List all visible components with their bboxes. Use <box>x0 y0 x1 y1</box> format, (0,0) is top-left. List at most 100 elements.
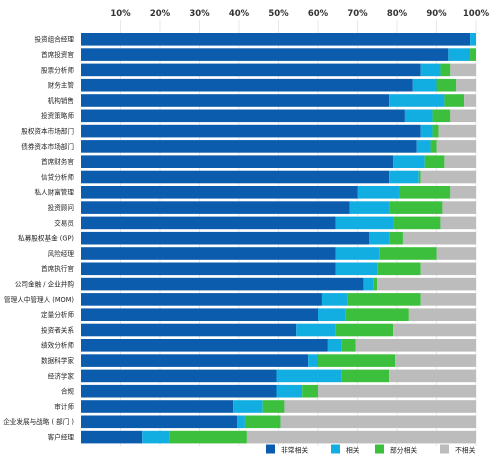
bar-segment-series-0 <box>81 170 390 184</box>
bar-segment-series-3 <box>318 384 476 398</box>
legend-label: 部分相关 <box>390 446 417 455</box>
x-tick-label: 90% <box>426 9 447 19</box>
bar-segment-series-3 <box>464 94 476 107</box>
bar-segment-series-3 <box>440 216 476 230</box>
bar-segment-series-2 <box>389 231 403 245</box>
bar-segment-series-1 <box>412 78 437 92</box>
category-label: 定量分析师 <box>41 310 74 319</box>
bar-segment-series-1 <box>335 216 394 230</box>
bar-segment-series-1 <box>393 155 425 168</box>
bar-segment-series-2 <box>389 201 443 214</box>
bar-segment-series-1 <box>416 140 431 153</box>
bar-segment-series-2 <box>347 293 421 306</box>
bar-segment-series-3 <box>436 140 476 153</box>
bar-segment-series-0 <box>81 216 336 230</box>
bar-segment-series-3 <box>393 323 476 337</box>
category-labels: 投资组合经理首席投资官股票分析师财务主管机构销售投资策略师股权资本市场部门债券资… <box>3 35 74 442</box>
bar-segment-series-2 <box>418 170 421 184</box>
bar-segment-series-1 <box>142 430 170 444</box>
bar-segment-series-0 <box>81 369 277 383</box>
bar-segment-series-3 <box>408 308 476 321</box>
bar-segment-series-3 <box>402 231 476 245</box>
category-label: 股权资本市场部门 <box>21 127 74 136</box>
bar-segment-series-1 <box>448 48 471 61</box>
bar-segment-series-0 <box>81 293 322 306</box>
category-label: 财务主管 <box>48 81 75 90</box>
bar-segment-series-1 <box>420 63 441 77</box>
bar-segment-series-1 <box>420 124 433 138</box>
bar-segment-series-2 <box>262 400 285 413</box>
bar-segment-series-2 <box>345 308 409 321</box>
category-label: 私募股权基金 (GP) <box>18 234 74 243</box>
bar-segment-series-1 <box>237 415 245 429</box>
category-label: 客户经理 <box>48 433 75 442</box>
category-label: 首席投资官 <box>41 50 74 59</box>
legend-label: 相关 <box>346 446 360 455</box>
bar-segment-series-2 <box>169 430 247 444</box>
bar-segment-series-1 <box>369 231 390 245</box>
category-label: 首席执行官 <box>41 264 74 273</box>
bar-segment-series-3 <box>389 369 476 383</box>
x-tick-label: 10% <box>110 9 131 19</box>
bar-segment-series-2 <box>379 247 437 260</box>
bar-segment-series-1 <box>404 109 433 123</box>
legend: 非常相关 相关 部分相关 不相关 <box>266 444 476 455</box>
bar-segment-series-0 <box>81 124 421 138</box>
bar-segment-series-2 <box>244 415 281 429</box>
bar-segment-series-2 <box>440 63 451 77</box>
bar-segment-series-0 <box>81 109 405 123</box>
bar-segment-series-3 <box>444 155 476 168</box>
bar-segment-series-2 <box>335 323 394 337</box>
legend-swatch <box>266 444 275 454</box>
bar-segment-series-0 <box>81 78 413 92</box>
category-label: 审计师 <box>54 402 74 411</box>
bar-segment-series-3 <box>450 63 476 77</box>
bar-segment-series-2 <box>377 262 421 276</box>
bar-segment-series-0 <box>81 201 350 214</box>
x-tick-label: 80% <box>387 9 408 19</box>
bar-segment-series-2 <box>424 155 445 168</box>
bar-segment-series-2 <box>398 186 451 199</box>
category-label: 股票分析师 <box>41 65 74 74</box>
category-label: 经济学家 <box>48 371 75 380</box>
category-label: 企业发展与战略 ( 部门 ) <box>3 417 74 426</box>
bar-segment-series-1 <box>470 33 476 46</box>
bar-segment-series-0 <box>81 430 143 444</box>
bar-segment-series-2 <box>432 124 439 138</box>
bar-segment-series-0 <box>81 94 390 107</box>
category-label: 风险经理 <box>48 249 75 258</box>
category-label: 合规 <box>61 387 75 396</box>
bar-segment-series-0 <box>81 48 449 61</box>
category-label: 机构销售 <box>48 96 74 105</box>
bar-segment-series-3 <box>355 339 476 352</box>
bar-segment-series-1 <box>321 293 348 306</box>
x-tick-label: 30% <box>189 9 210 19</box>
bar-segment-series-1 <box>363 277 374 291</box>
bar-segment-series-1 <box>308 354 318 367</box>
bar-segment-series-2 <box>444 94 465 107</box>
category-label: 债券资本市场部门 <box>21 142 74 151</box>
x-tick-label: 70% <box>347 9 368 19</box>
bar-segment-series-2 <box>393 216 441 230</box>
bar-segment-series-3 <box>420 293 476 306</box>
x-tick-label: 100% <box>463 9 490 19</box>
bar-segment-series-1 <box>327 339 342 352</box>
bar-segment-series-0 <box>81 415 238 429</box>
x-tick-label: 60% <box>308 9 329 19</box>
bar-segment-series-0 <box>81 33 471 46</box>
bar-segment-series-1 <box>276 384 303 398</box>
bar-segment-series-1 <box>296 323 336 337</box>
bar-segment-series-1 <box>276 369 342 383</box>
category-label: 绩效分析师 <box>41 341 74 350</box>
bar-segment-series-0 <box>81 247 336 260</box>
bar-segment-series-2 <box>302 384 318 398</box>
category-label: 投资策略师 <box>41 111 74 120</box>
x-tick-label: 20% <box>150 9 171 19</box>
bar-segment-series-0 <box>81 277 364 291</box>
bar-segment-series-3 <box>377 277 476 291</box>
bar-segment-series-3 <box>284 400 476 413</box>
bar-segment-series-3 <box>246 430 476 444</box>
bar-segment-series-2 <box>373 277 378 291</box>
bar-segment-series-2 <box>430 140 437 153</box>
category-label: 数据科学家 <box>41 356 74 365</box>
